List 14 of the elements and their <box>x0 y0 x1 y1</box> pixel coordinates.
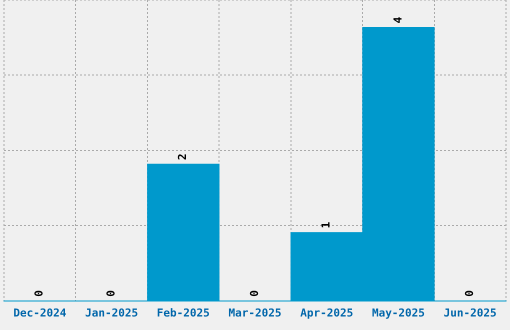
data-label: 0 <box>32 290 46 297</box>
x-tick-label: Apr-2025 <box>300 306 354 320</box>
x-tick-label: May-2025 <box>372 306 425 320</box>
data-label: 1 <box>320 221 333 228</box>
data-label: 0 <box>104 290 118 297</box>
x-tick-label: Mar-2025 <box>228 306 282 320</box>
x-tick-label: Dec-2024 <box>13 306 67 320</box>
data-label: 0 <box>463 290 476 297</box>
data-label: 0 <box>248 290 261 297</box>
x-tick-label: Feb-2025 <box>156 306 210 320</box>
x-tick-label: Jan-2025 <box>85 306 138 320</box>
data-label: 2 <box>176 153 190 160</box>
x-tick-label: Jun-2025 <box>444 306 497 320</box>
data-label: 4 <box>391 16 404 24</box>
